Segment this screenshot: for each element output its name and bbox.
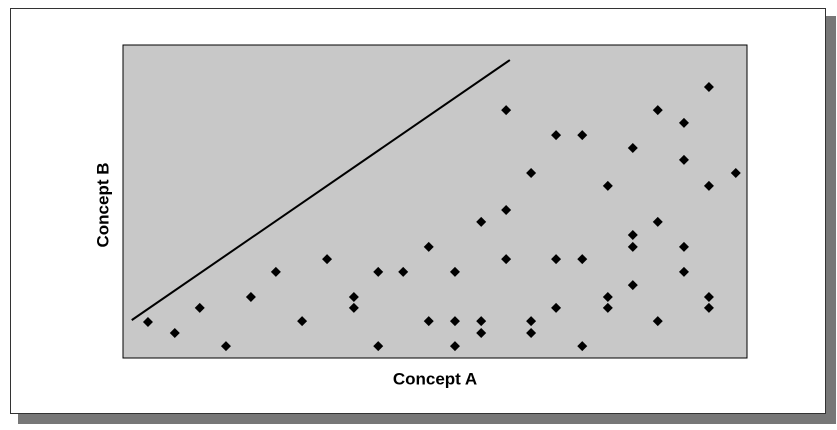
scatter-point: [526, 316, 537, 327]
scatter-point: [678, 266, 689, 277]
scatter-point: [678, 117, 689, 128]
scatter-point: [551, 130, 562, 141]
scatter-point: [449, 341, 460, 352]
scatter-point: [373, 266, 384, 277]
y-axis-label: Concept B: [93, 163, 112, 248]
x-axis-label: Concept A: [393, 369, 477, 388]
scatter-point: [703, 81, 714, 92]
scatter-point: [577, 341, 588, 352]
scatter-point: [652, 316, 663, 327]
scatter-point: [194, 302, 205, 313]
scatter-point: [297, 316, 308, 327]
scatter-point: [526, 327, 537, 338]
scatter-point: [449, 316, 460, 327]
scatter-point: [142, 317, 153, 328]
reference-line: [131, 59, 511, 321]
scatter-point: [398, 266, 409, 277]
scatter-point: [423, 316, 434, 327]
scatter-point: [476, 327, 487, 338]
scatter-point: [476, 216, 487, 227]
scatter-point: [501, 254, 512, 265]
scatter-point: [627, 229, 638, 240]
scatter-point: [220, 341, 231, 352]
scatter-point: [348, 291, 359, 302]
scatter-point: [501, 204, 512, 215]
scatter-point: [348, 302, 359, 313]
scatter-point: [322, 254, 333, 265]
scatter-point: [627, 280, 638, 291]
scatter-point: [730, 168, 741, 179]
scatter-point: [577, 130, 588, 141]
scatter-point: [551, 302, 562, 313]
scatter-point: [551, 254, 562, 265]
scatter-point: [652, 105, 663, 116]
scatter-point: [678, 241, 689, 252]
scatter-point: [423, 241, 434, 252]
scatter-point: [373, 341, 384, 352]
scatter-point: [678, 154, 689, 165]
scatter-point: [270, 266, 281, 277]
scatter-point: [169, 327, 180, 338]
scatter-point: [476, 316, 487, 327]
scatter-point: [627, 142, 638, 153]
scatter-point: [652, 216, 663, 227]
scatter-point: [703, 302, 714, 313]
scatter-point: [526, 168, 537, 179]
plot-area: [122, 44, 748, 359]
scatter-point: [602, 180, 613, 191]
scatter-point: [602, 291, 613, 302]
scatter-point: [577, 254, 588, 265]
scatter-point: [627, 241, 638, 252]
scatter-point: [602, 302, 613, 313]
scatter-point: [449, 266, 460, 277]
scatter-point: [245, 291, 256, 302]
scatter-point: [703, 180, 714, 191]
scatter-point: [501, 105, 512, 116]
scatter-point: [703, 291, 714, 302]
